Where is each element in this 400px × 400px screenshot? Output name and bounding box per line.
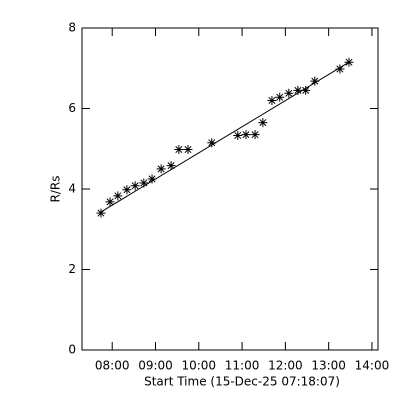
x-tick-label: 13:00 — [311, 359, 346, 373]
data-point — [166, 161, 176, 171]
data-point — [258, 118, 268, 128]
x-tick-label: 12:00 — [268, 359, 303, 373]
data-point — [96, 208, 106, 218]
x-tick-label: 09:00 — [138, 359, 173, 373]
data-point — [267, 95, 277, 105]
data-point — [130, 181, 140, 191]
data-point — [183, 145, 193, 155]
data-point — [241, 130, 251, 140]
y-axis-label: R/Rs — [49, 176, 63, 203]
fit-line — [100, 61, 350, 213]
x-tick-label: 14:00 — [355, 359, 390, 373]
data-point — [147, 174, 157, 184]
data-point — [310, 76, 320, 86]
y-tick-label: 4 — [68, 182, 76, 196]
data-point — [335, 64, 345, 74]
data-point — [105, 197, 115, 207]
data-point — [250, 130, 260, 140]
y-tick-label: 6 — [68, 101, 76, 115]
data-point — [156, 164, 166, 174]
data-point — [139, 178, 149, 188]
data-point — [293, 85, 303, 95]
y-tick-label: 8 — [68, 21, 76, 35]
x-tick-label: 08:00 — [95, 359, 130, 373]
x-tick-label: 10:00 — [181, 359, 216, 373]
y-tick-label: 2 — [68, 262, 76, 276]
data-point — [122, 185, 132, 195]
data-point — [113, 191, 123, 201]
x-tick-label: 11:00 — [225, 359, 260, 373]
y-tick-label: 0 — [68, 343, 76, 357]
data-point — [301, 85, 311, 95]
data-point — [207, 138, 217, 148]
x-axis-label: Start Time (15-Dec-25 07:18:07) — [144, 375, 340, 389]
data-point — [233, 130, 243, 140]
data-point — [275, 92, 285, 102]
data-point — [174, 145, 184, 155]
data-point — [284, 88, 294, 98]
